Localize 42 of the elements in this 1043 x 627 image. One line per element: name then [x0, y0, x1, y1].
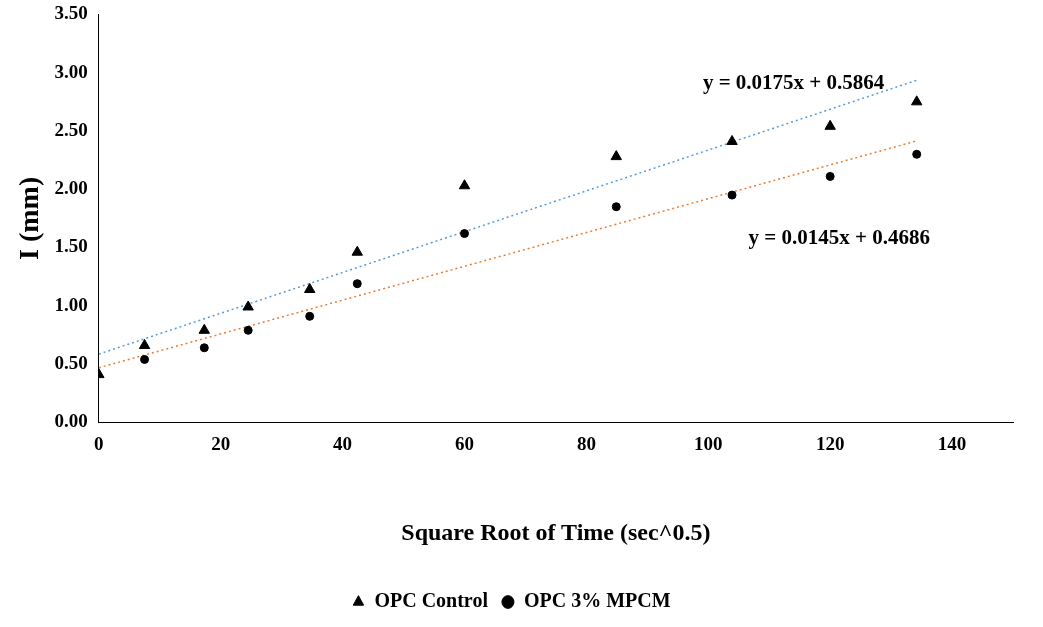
- y-tick-label: 1.50: [54, 235, 88, 257]
- x-tick-label: 60: [455, 432, 475, 454]
- point: [726, 134, 738, 145]
- annotation: y = 0.0175x + 0.5864: [702, 70, 885, 95]
- x-tick-label: 120: [815, 432, 845, 454]
- y-tick-label: 2.50: [54, 118, 88, 140]
- x-tick-label: 80: [576, 432, 596, 454]
- point: [911, 95, 923, 106]
- point: [242, 300, 254, 311]
- y-tick-label: 3.00: [54, 60, 88, 82]
- point: [138, 338, 151, 349]
- point: [912, 149, 922, 159]
- point: [243, 325, 253, 335]
- x-tick-label: 100: [694, 432, 723, 454]
- annotation: y = 0.0145x + 0.4686: [748, 225, 931, 250]
- legend-label: OPC 3% MPCM: [523, 589, 671, 612]
- x-axis-title: Square Root of Time (sec^0.5): [401, 518, 711, 545]
- x-tick-label: 40: [333, 432, 353, 454]
- y-tick-label: 0.50: [54, 352, 88, 374]
- y-tick-label: 0.00: [54, 410, 88, 432]
- legend-label: OPC Control: [374, 589, 489, 612]
- y-tick-label: 3.50: [54, 2, 88, 24]
- point: [351, 245, 363, 256]
- y-tick-label: 2.00: [54, 177, 88, 199]
- point: [304, 283, 316, 294]
- x-tick-label: 20: [211, 432, 231, 454]
- point: [825, 171, 835, 181]
- x-tick-label: 0: [94, 432, 104, 454]
- point: [824, 119, 836, 130]
- point: [198, 323, 210, 334]
- y-axis-title: I (mm): [13, 176, 45, 260]
- x-tick-label: 140: [937, 432, 967, 454]
- point: [458, 179, 471, 190]
- point: [611, 202, 621, 212]
- point: [352, 279, 362, 289]
- point: [199, 343, 209, 353]
- point: [610, 150, 622, 161]
- point: [460, 229, 470, 239]
- point: [140, 354, 150, 364]
- y-tick-label: 1.00: [54, 293, 88, 315]
- point: [727, 190, 737, 200]
- point: [305, 311, 315, 321]
